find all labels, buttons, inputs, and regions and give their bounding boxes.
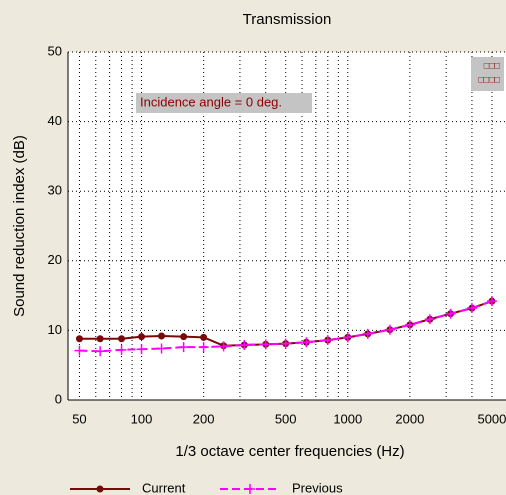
point [136, 344, 147, 355]
point [180, 333, 188, 341]
point [200, 333, 208, 341]
annotation: □□□□ [478, 74, 500, 84]
point [218, 341, 229, 352]
legend-marker [245, 484, 255, 494]
point [118, 335, 126, 343]
legend: Current Previous [70, 480, 343, 495]
x-tick-label: 2000 [395, 411, 424, 426]
point [486, 296, 497, 307]
y-tick-label: 20 [48, 252, 62, 267]
point [280, 338, 291, 349]
y-tick-label: 30 [48, 183, 62, 198]
x-tick-label: 200 [193, 411, 215, 426]
annotation-box [136, 93, 312, 113]
x-tick-label: 100 [131, 411, 153, 426]
x-axis-label: 1/3 octave center frequencies (Hz) [175, 443, 404, 460]
point [138, 333, 146, 341]
point [198, 342, 209, 353]
point [466, 303, 477, 314]
legend-marker [96, 485, 104, 493]
x-tick-label: 5000 [477, 411, 506, 426]
point [424, 314, 435, 325]
legend-label: Previous [292, 480, 343, 495]
annotation: □□□ [484, 60, 501, 70]
chart-title: Transmission [243, 11, 332, 28]
series [74, 296, 497, 357]
legend-label: Current [142, 480, 186, 495]
annotation: Incidence angle = 0 deg. [140, 94, 282, 109]
y-tick-label: 10 [48, 322, 62, 337]
point [116, 344, 127, 355]
point [158, 332, 166, 340]
y-tick-label: 0 [55, 391, 62, 406]
x-tick-label: 1000 [333, 411, 362, 426]
point [301, 337, 312, 348]
point [362, 328, 373, 339]
point [75, 335, 83, 343]
annotation-box [471, 57, 504, 91]
point [74, 345, 85, 356]
point [95, 346, 106, 357]
point [178, 342, 189, 353]
point [156, 343, 167, 354]
point [322, 335, 333, 346]
x-tick-label: 500 [275, 411, 297, 426]
x-tick-label: 50 [72, 411, 86, 426]
point [96, 335, 104, 343]
point [404, 319, 415, 330]
y-tick-label: 50 [48, 43, 62, 58]
y-axis-label: Sound reduction index (dB) [11, 135, 28, 317]
point [260, 339, 271, 350]
point [384, 324, 395, 335]
point [342, 332, 353, 343]
point [445, 308, 456, 319]
point [239, 340, 250, 351]
y-tick-label: 40 [48, 113, 62, 128]
